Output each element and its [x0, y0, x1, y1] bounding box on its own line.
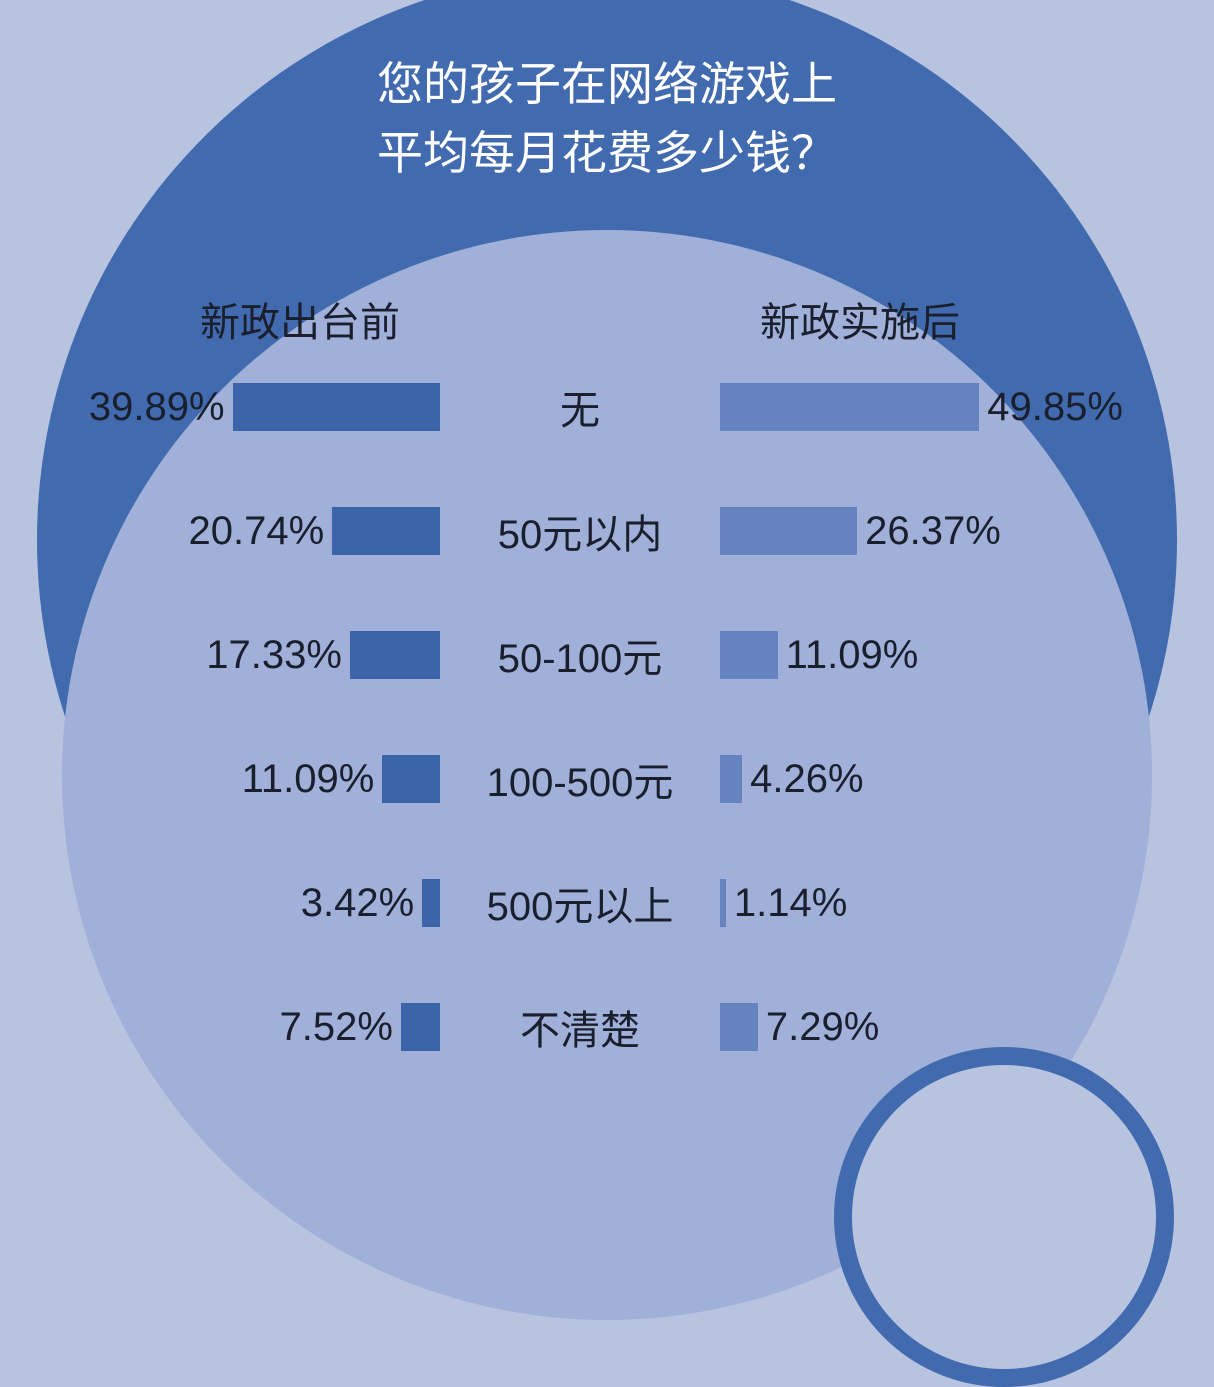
header-after: 新政实施后: [720, 290, 1160, 348]
after-value-label: 26.37%: [865, 509, 1001, 554]
diverging-bar-chart: 新政出台前 新政实施后 39.89% 无 49.85% 20.74% 50元以内 26.3…: [0, 290, 1214, 1120]
after-bar: [720, 1003, 758, 1051]
right-section: 11.09%: [720, 631, 1160, 679]
before-value-label: 3.42%: [301, 881, 414, 926]
right-section: 7.29%: [720, 1003, 1160, 1051]
right-section: 1.14%: [720, 879, 1160, 927]
left-section: 3.42%: [0, 879, 440, 927]
left-section: 7.52%: [0, 1003, 440, 1051]
after-bar: [720, 631, 778, 679]
title-line-1: 您的孩子在网络游戏上: [0, 50, 1214, 119]
header-before: 新政出台前: [0, 290, 440, 348]
after-bar: [720, 383, 979, 431]
before-bar: [350, 631, 440, 679]
data-row: 3.42% 500元以上 1.14%: [0, 872, 1214, 934]
right-section: 49.85%: [720, 383, 1160, 431]
before-bar: [382, 755, 440, 803]
left-section: 17.33%: [0, 631, 440, 679]
before-bar: [422, 879, 440, 927]
left-section: 20.74%: [0, 507, 440, 555]
category-label: 50元以内: [440, 502, 720, 560]
category-label: 500元以上: [440, 874, 720, 932]
before-bar: [401, 1003, 440, 1051]
after-bar: [720, 879, 726, 927]
data-row: 7.52% 不清楚 7.29%: [0, 996, 1214, 1058]
title-line-2: 平均每月花费多少钱？: [0, 119, 1214, 188]
after-value-label: 11.09%: [786, 633, 919, 678]
data-row: 11.09% 100-500元 4.26%: [0, 748, 1214, 810]
chart-title: 您的孩子在网络游戏上 平均每月花费多少钱？: [0, 50, 1214, 188]
category-label: 100-500元: [440, 750, 720, 808]
right-section: 4.26%: [720, 755, 1160, 803]
after-bar: [720, 507, 857, 555]
left-section: 11.09%: [0, 755, 440, 803]
before-bar: [332, 507, 440, 555]
before-value-label: 20.74%: [188, 509, 324, 554]
before-value-label: 7.52%: [279, 1005, 392, 1050]
before-value-label: 39.89%: [89, 385, 225, 430]
before-value-label: 17.33%: [206, 633, 342, 678]
data-row: 20.74% 50元以内 26.37%: [0, 500, 1214, 562]
category-label: 不清楚: [440, 998, 720, 1056]
after-value-label: 1.14%: [734, 881, 847, 926]
category-label: 50-100元: [440, 626, 720, 684]
before-value-label: 11.09%: [242, 757, 375, 802]
right-section: 26.37%: [720, 507, 1160, 555]
after-value-label: 7.29%: [766, 1005, 879, 1050]
header-spacer: [440, 290, 720, 348]
after-bar: [720, 755, 742, 803]
column-headers: 新政出台前 新政实施后: [0, 290, 1214, 348]
before-bar: [233, 383, 440, 431]
rows-container: 39.89% 无 49.85% 20.74% 50元以内 26.37% 17.33% 50-1…: [0, 376, 1214, 1058]
data-row: 17.33% 50-100元 11.09%: [0, 624, 1214, 686]
after-value-label: 49.85%: [987, 385, 1123, 430]
data-row: 39.89% 无 49.85%: [0, 376, 1214, 438]
left-section: 39.89%: [0, 383, 440, 431]
category-label: 无: [440, 378, 720, 436]
after-value-label: 4.26%: [750, 757, 863, 802]
